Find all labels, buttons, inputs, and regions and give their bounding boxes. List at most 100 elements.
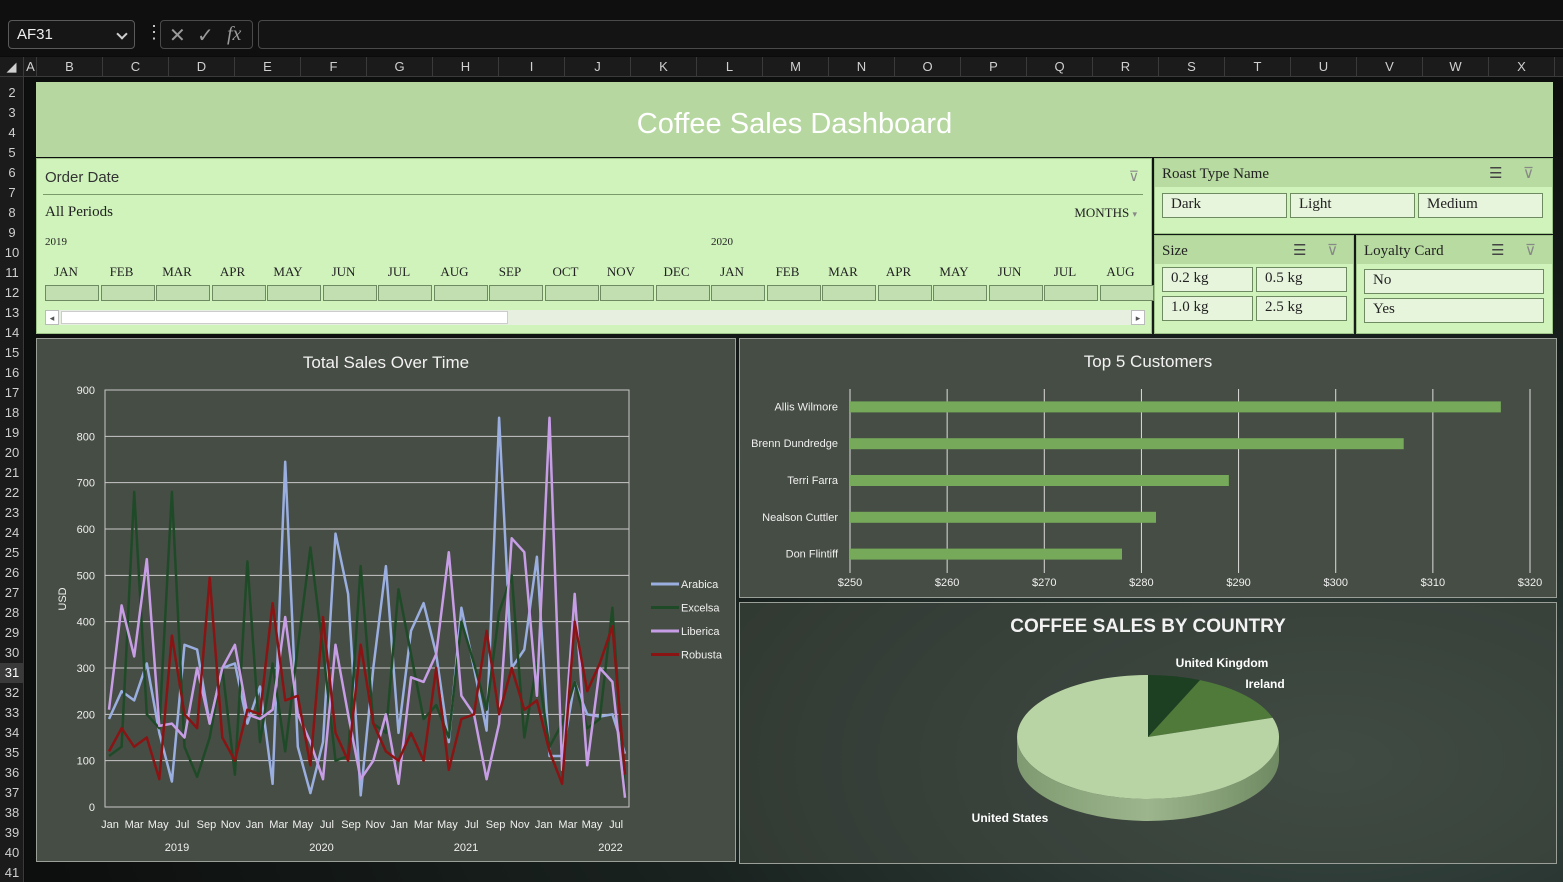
timeline-month-cell[interactable] xyxy=(156,285,210,301)
row-header-22[interactable]: 22 xyxy=(4,485,20,500)
multi-select-icon[interactable]: ☰ xyxy=(1491,243,1505,259)
scroll-right-icon[interactable]: ▸ xyxy=(1131,310,1145,325)
column-header-i[interactable]: I xyxy=(499,57,565,77)
row-header-36[interactable]: 36 xyxy=(4,765,20,780)
row-header-18[interactable]: 18 xyxy=(4,405,20,420)
bar[interactable] xyxy=(850,475,1229,486)
timeline-month-cell[interactable] xyxy=(655,285,710,301)
column-header-c[interactable]: C xyxy=(103,57,169,77)
column-header-w[interactable]: W xyxy=(1423,57,1489,77)
row-header-9[interactable]: 9 xyxy=(8,225,16,240)
slicer-item-0-5kg[interactable]: 0.5 kg xyxy=(1256,267,1347,292)
total-sales-chart[interactable]: Total Sales Over Time 0 100 200 300 400 500 60… xyxy=(36,338,736,862)
row-header-12[interactable]: 12 xyxy=(4,285,20,300)
timeline-month-cell[interactable] xyxy=(600,285,654,301)
timeline-month-cell[interactable] xyxy=(433,285,488,301)
row-header-40[interactable]: 40 xyxy=(4,845,20,860)
column-header-j[interactable]: J xyxy=(565,57,631,77)
clear-filter-icon[interactable]: ⊽ xyxy=(1327,243,1338,259)
row-header-41[interactable]: 41 xyxy=(4,865,20,880)
bar[interactable] xyxy=(850,401,1501,413)
bar[interactable] xyxy=(850,438,1404,450)
row-header-26[interactable]: 26 xyxy=(4,565,20,580)
row-header-38[interactable]: 38 xyxy=(4,805,20,820)
timeline-month-cell[interactable] xyxy=(711,285,765,301)
more-options-icon[interactable]: ⋮ xyxy=(145,22,163,42)
column-header-b[interactable]: B xyxy=(37,57,103,77)
slicer-item-2-5kg[interactable]: 2.5 kg xyxy=(1256,296,1347,321)
column-header-s[interactable]: S xyxy=(1159,57,1225,77)
column-header-e[interactable]: E xyxy=(235,57,301,77)
timeline-month-cell[interactable] xyxy=(544,285,599,301)
fx-icon[interactable]: fx xyxy=(227,23,242,45)
row-header-27[interactable]: 27 xyxy=(4,585,20,600)
timeline-month-cell[interactable] xyxy=(100,285,155,301)
timeline-month-cell[interactable] xyxy=(988,285,1043,301)
row-header-5[interactable]: 5 xyxy=(8,145,16,160)
timeline-month-cell[interactable] xyxy=(822,285,876,301)
timeline-month-cell[interactable] xyxy=(877,285,932,301)
column-header-a[interactable]: A xyxy=(25,57,37,77)
column-header-m[interactable]: M xyxy=(763,57,829,77)
order-date-timeline[interactable]: Order Date ⊽ All Periods MONTHS ▾ 2019 20… xyxy=(36,158,1154,334)
row-header-10[interactable]: 10 xyxy=(4,245,20,260)
row-header-24[interactable]: 24 xyxy=(4,525,20,540)
row-header-20[interactable]: 20 xyxy=(4,445,20,460)
series-line-liberica[interactable] xyxy=(107,416,627,798)
timeline-month-cell[interactable] xyxy=(45,285,99,301)
timeline-scroll-thumb[interactable] xyxy=(61,311,508,324)
cancel-icon[interactable]: ✕ xyxy=(169,25,186,47)
series-line-arabica[interactable] xyxy=(107,416,627,797)
row-header-16[interactable]: 16 xyxy=(4,365,20,380)
clear-filter-icon[interactable]: ⊽ xyxy=(1525,243,1536,259)
timeline-month-cell[interactable] xyxy=(489,285,543,301)
clear-filter-icon[interactable]: ⊽ xyxy=(1523,166,1534,182)
row-header-11[interactable]: 11 xyxy=(5,265,19,280)
row-header-14[interactable]: 14 xyxy=(4,325,20,340)
row-header-28[interactable]: 28 xyxy=(4,605,20,620)
column-header-f[interactable]: F xyxy=(301,57,367,77)
row-header-39[interactable]: 39 xyxy=(4,825,20,840)
bar[interactable] xyxy=(850,548,1122,560)
row-header-33[interactable]: 33 xyxy=(4,705,20,720)
column-header-k[interactable]: K xyxy=(631,57,697,77)
column-header-r[interactable]: R xyxy=(1093,57,1159,77)
slicer-item-no[interactable]: No xyxy=(1364,269,1544,294)
series-line-excelsa[interactable] xyxy=(108,490,627,794)
column-header-l[interactable]: L xyxy=(697,57,763,77)
column-header-p[interactable]: P xyxy=(961,57,1027,77)
row-header-21[interactable]: 21 xyxy=(4,465,20,480)
row-header-25[interactable]: 25 xyxy=(4,545,20,560)
row-header-7[interactable]: 7 xyxy=(8,185,16,200)
multi-select-icon[interactable]: ☰ xyxy=(1489,166,1503,182)
chevron-down-icon[interactable] xyxy=(116,28,128,40)
row-header-31[interactable]: 31 xyxy=(0,663,24,683)
multi-select-icon[interactable]: ☰ xyxy=(1293,243,1307,259)
column-header-h[interactable]: H xyxy=(433,57,499,77)
row-header-8[interactable]: 8 xyxy=(8,205,16,220)
column-header-t[interactable]: T xyxy=(1225,57,1291,77)
pie-slice-united-states[interactable] xyxy=(1017,675,1280,799)
row-header-34[interactable]: 34 xyxy=(4,725,20,740)
slicer-item-light[interactable]: Light xyxy=(1290,193,1415,218)
formula-input[interactable] xyxy=(258,20,1563,49)
slicer-item-1-0kg[interactable]: 1.0 kg xyxy=(1162,296,1253,321)
enter-icon[interactable]: ✓ xyxy=(197,25,214,47)
column-header-v[interactable]: V xyxy=(1357,57,1423,77)
column-header-g[interactable]: G xyxy=(367,57,433,77)
series-line-robusta[interactable] xyxy=(107,576,627,786)
row-header-3[interactable]: 3 xyxy=(8,105,16,120)
timeline-month-cell[interactable] xyxy=(322,285,377,301)
timeline-month-cell[interactable] xyxy=(1099,285,1154,301)
timeline-level-dropdown[interactable]: MONTHS ▾ xyxy=(1074,205,1137,221)
country-sales-chart[interactable]: COFFEE SALES BY COUNTRY United Kingdom Ir… xyxy=(739,602,1557,864)
column-header-o[interactable]: O xyxy=(895,57,961,77)
row-header-17[interactable]: 17 xyxy=(4,385,20,400)
row-header-29[interactable]: 29 xyxy=(4,625,20,640)
row-header-37[interactable]: 37 xyxy=(4,785,20,800)
bar[interactable] xyxy=(850,511,1156,523)
row-header-15[interactable]: 15 xyxy=(4,345,20,360)
scroll-left-icon[interactable]: ◂ xyxy=(45,310,59,325)
slicer-item-0-2kg[interactable]: 0.2 kg xyxy=(1162,267,1253,292)
column-header-d[interactable]: D xyxy=(169,57,235,77)
